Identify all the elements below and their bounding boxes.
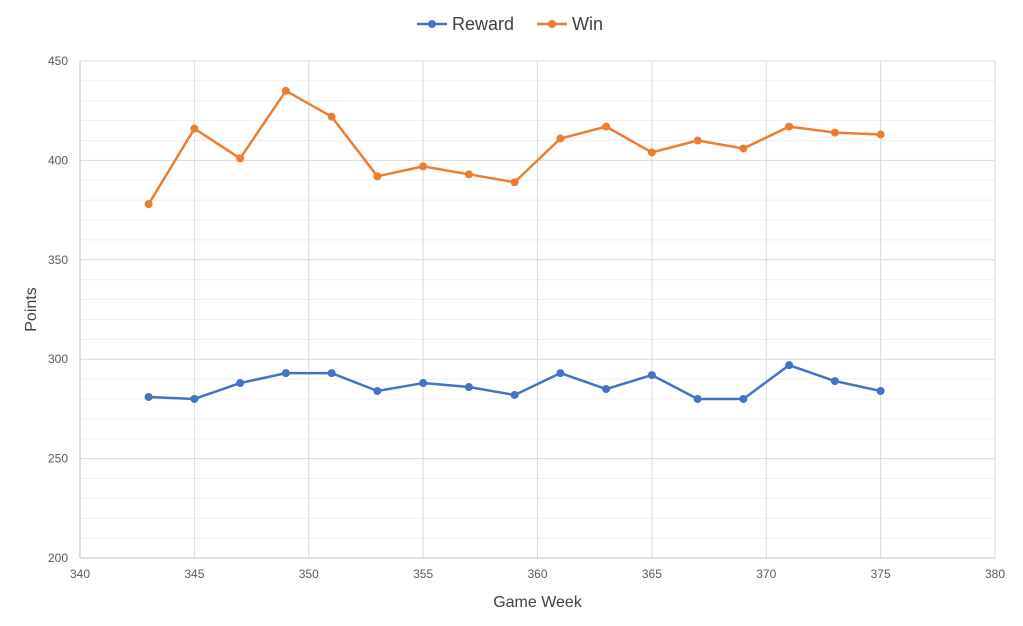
series-reward [144,361,885,403]
x-axis-tick-labels: 340 345 350 355 360 365 370 375 380 [70,567,1005,581]
y-axis-title: Points [23,287,40,331]
major-gridlines [79,60,996,559]
data-point-reward [602,385,611,394]
data-point-win [693,136,702,145]
x-tick-label: 365 [642,567,662,581]
data-point-reward [327,369,336,378]
data-point-reward [739,394,748,403]
data-point-reward [373,387,382,396]
data-point-win [830,128,839,137]
data-point-reward [510,390,519,399]
y-tick-label: 200 [48,551,68,565]
x-axis-title: Game Week [493,594,583,611]
data-point-reward [556,369,565,378]
data-point-win [373,172,382,181]
legend-item-win: Win [537,14,603,34]
data-point-win [876,130,885,139]
series-line-win [147,89,881,205]
legend-swatch-marker [548,20,556,28]
data-point-reward [876,387,885,396]
data-point-win [281,86,290,95]
data-point-win [236,154,245,163]
data-point-win [464,170,473,179]
data-point-win [510,178,519,187]
data-point-reward [419,379,428,388]
legend: Reward Win [417,14,603,34]
data-point-reward [647,371,656,380]
legend-item-reward: Reward [417,14,514,34]
series-win [144,86,885,209]
x-tick-label: 350 [299,567,319,581]
y-axis-tick-labels: 200 250 300 350 400 450 [48,54,68,565]
y-tick-label: 250 [48,452,68,466]
y-tick-label: 400 [48,153,68,167]
data-point-win [327,112,336,121]
data-point-reward [190,394,199,403]
data-point-reward [281,369,290,378]
x-tick-label: 360 [527,567,547,581]
data-point-win [602,122,611,131]
data-point-reward [693,394,702,403]
legend-label-win: Win [572,14,603,34]
x-tick-label: 375 [871,567,891,581]
legend-swatch-marker [428,20,436,28]
data-point-win [739,144,748,153]
x-tick-label: 370 [756,567,776,581]
x-tick-label: 345 [184,567,204,581]
data-point-reward [236,379,245,388]
x-tick-label: 380 [985,567,1005,581]
axis-lines [79,61,995,559]
x-tick-label: 340 [70,567,90,581]
x-tick-label: 355 [413,567,433,581]
data-point-win [647,148,656,157]
legend-label-reward: Reward [452,14,514,34]
data-point-reward [144,392,153,401]
data-point-reward [464,383,473,392]
data-point-win [419,162,428,171]
y-tick-label: 350 [48,253,68,267]
data-point-reward [785,361,794,370]
data-point-reward [830,377,839,386]
data-point-win [556,134,565,143]
y-tick-label: 450 [48,54,68,68]
series-layer [144,86,885,403]
y-tick-label: 300 [48,352,68,366]
data-point-win [190,124,199,133]
data-point-win [785,122,794,131]
data-point-win [144,200,153,209]
